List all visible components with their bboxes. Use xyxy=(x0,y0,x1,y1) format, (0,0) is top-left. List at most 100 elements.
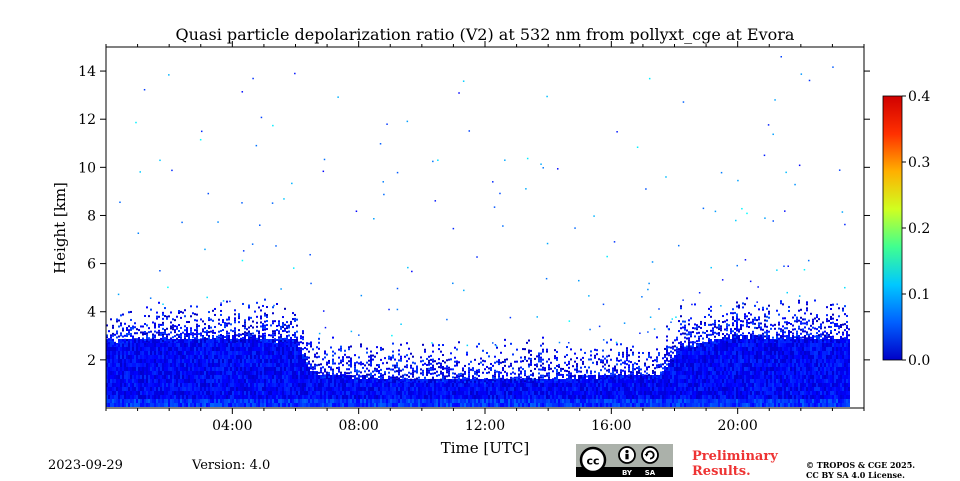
heatmap-cell xyxy=(130,343,132,347)
heatmap-cell xyxy=(396,395,398,399)
heatmap-speck xyxy=(540,380,542,383)
heatmap-cell xyxy=(258,359,260,363)
heatmap-cell xyxy=(218,387,220,391)
heatmap-cell xyxy=(186,403,188,407)
heatmap-speck xyxy=(616,359,618,362)
heatmap-cell xyxy=(516,387,518,391)
heatmap-speck xyxy=(356,373,358,376)
heatmap-cell xyxy=(316,383,318,387)
heatmap-speck xyxy=(148,339,150,342)
heatmap-cell xyxy=(246,403,248,407)
heatmap-cell xyxy=(168,355,170,359)
heatmap-cell xyxy=(520,399,522,403)
heatmap-cell xyxy=(248,343,250,347)
heatmap-cell xyxy=(542,403,544,407)
heatmap-speck xyxy=(468,371,470,374)
heatmap-speck xyxy=(388,367,390,370)
heatmap-cell xyxy=(128,387,130,391)
heatmap-speck xyxy=(360,343,362,346)
heatmap-cell xyxy=(598,403,600,407)
heatmap-speck xyxy=(626,355,628,358)
heatmap-speck xyxy=(354,354,356,357)
heatmap-speck xyxy=(264,298,266,301)
heatmap-cell xyxy=(156,395,158,399)
heatmap-cell xyxy=(562,391,564,395)
heatmap-cell xyxy=(578,387,580,391)
heatmap-speck xyxy=(570,348,572,351)
heatmap-speck xyxy=(294,313,296,316)
heatmap-cell xyxy=(630,387,632,391)
heatmap-cell xyxy=(694,379,696,383)
heatmap-speck xyxy=(458,381,460,384)
heatmap-speck xyxy=(252,332,254,335)
heatmap-speck xyxy=(500,371,502,374)
heatmap-cell xyxy=(154,375,156,379)
heatmap-cell xyxy=(114,371,116,375)
heatmap-cell xyxy=(448,391,450,395)
heatmap-cell xyxy=(270,391,272,395)
heatmap-cell xyxy=(248,351,250,355)
heatmap-speck xyxy=(564,355,566,358)
heatmap-cell xyxy=(324,383,326,387)
heatmap-cell xyxy=(668,399,670,403)
heatmap-cell xyxy=(260,395,262,399)
heatmap-speck xyxy=(376,380,378,383)
heatmap-cell xyxy=(138,391,140,395)
heatmap-speck xyxy=(524,356,526,359)
heatmap-speck xyxy=(634,378,636,381)
heatmap-cell xyxy=(282,387,284,391)
heatmap-cell xyxy=(582,399,584,403)
heatmap-cell xyxy=(382,391,384,395)
heatmap-cell xyxy=(350,379,352,383)
heatmap-cell xyxy=(200,351,202,355)
heatmap-cell xyxy=(258,391,260,395)
heatmap-cell xyxy=(182,375,184,379)
heatmap-cell xyxy=(124,351,126,355)
heatmap-speck xyxy=(604,363,606,366)
heatmap-speck xyxy=(180,336,182,339)
heatmap-cell xyxy=(202,359,204,363)
heatmap-cell xyxy=(244,367,246,371)
heatmap-speck xyxy=(308,342,310,345)
heatmap-speck xyxy=(584,365,586,368)
heatmap-cell xyxy=(158,363,160,367)
heatmap-cell xyxy=(542,387,544,391)
heatmap-cell xyxy=(520,395,522,399)
heatmap-cell xyxy=(304,403,306,407)
heatmap-cell xyxy=(140,375,142,379)
heatmap-cell xyxy=(118,347,120,351)
heatmap-cell xyxy=(672,387,674,391)
heatmap-speck xyxy=(224,324,226,327)
heatmap-speck xyxy=(146,336,148,339)
heatmap-speck xyxy=(138,329,140,332)
heatmap-cell xyxy=(332,379,334,383)
heatmap-speck xyxy=(410,372,412,375)
heatmap-speck xyxy=(232,330,234,333)
heatmap-cell xyxy=(560,403,562,407)
heatmap-cell xyxy=(686,363,688,367)
heatmap-cell xyxy=(688,355,690,359)
heatmap-cell xyxy=(220,371,222,375)
heatmap-cell xyxy=(626,379,628,383)
heatmap-cell xyxy=(156,387,158,391)
heatmap-speck xyxy=(262,332,264,335)
heatmap-cell xyxy=(182,387,184,391)
heatmap-cell xyxy=(448,379,450,383)
heatmap-cell xyxy=(394,399,396,403)
heatmap-cell xyxy=(232,399,234,403)
heatmap-cell xyxy=(332,403,334,407)
heatmap-speck xyxy=(130,328,132,331)
heatmap-cell xyxy=(148,355,150,359)
heatmap-speck xyxy=(314,355,316,358)
heatmap-cell xyxy=(420,387,422,391)
heatmap-speck xyxy=(286,337,288,340)
heatmap-speck xyxy=(576,369,578,372)
heatmap-cell xyxy=(382,383,384,387)
heatmap-cell xyxy=(486,383,488,387)
heatmap-cell xyxy=(656,399,658,403)
heatmap-speck xyxy=(516,360,518,363)
heatmap-cell xyxy=(326,399,328,403)
heatmap-speck xyxy=(284,341,286,344)
heatmap-cell xyxy=(500,391,502,395)
heatmap-cell xyxy=(388,383,390,387)
